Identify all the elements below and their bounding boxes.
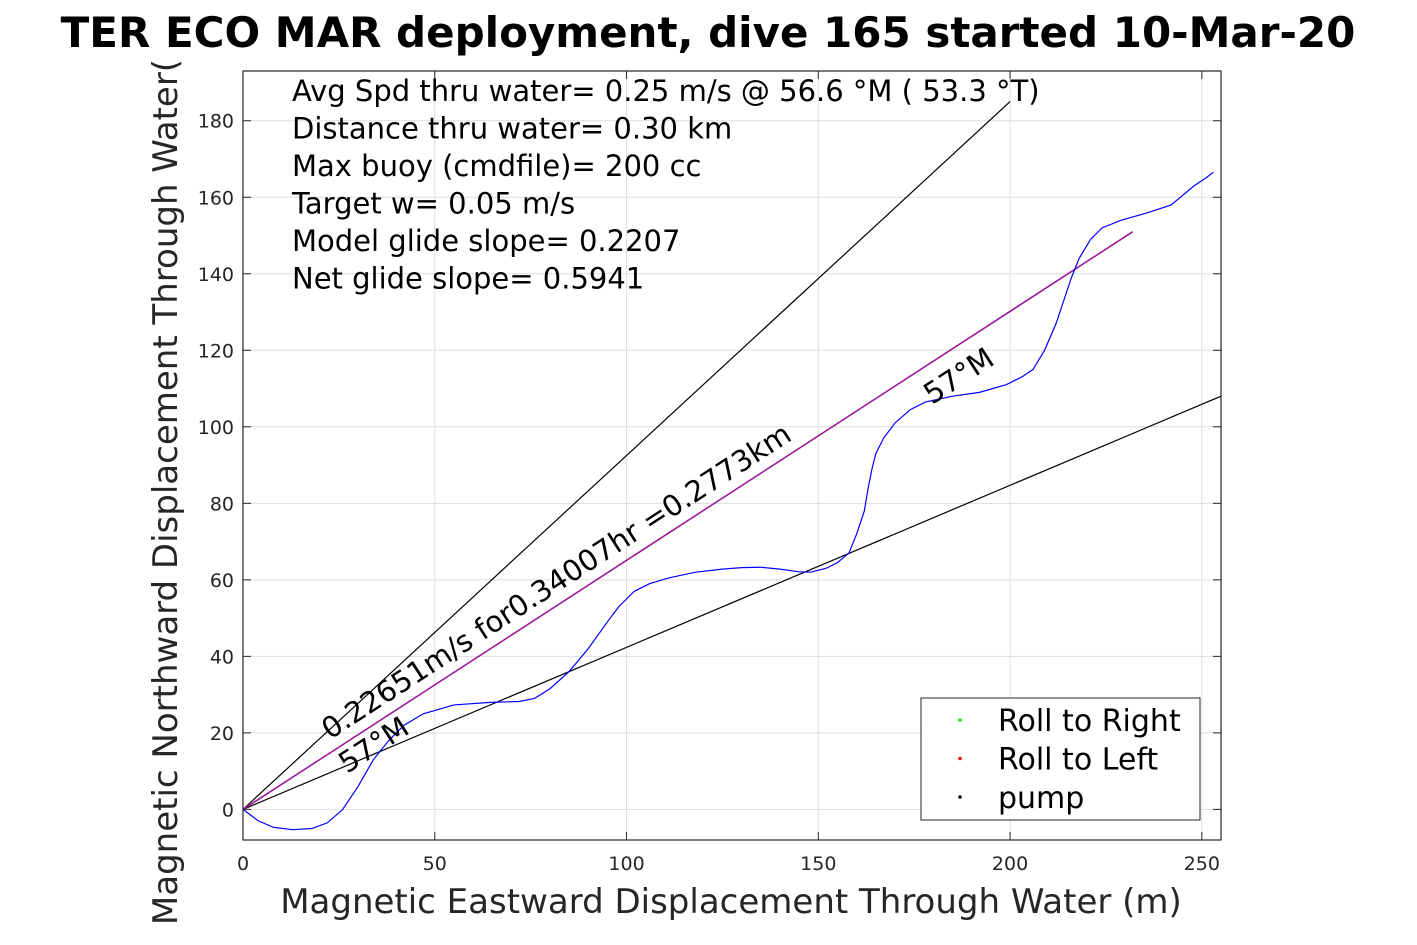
legend-marker bbox=[958, 756, 962, 761]
legend-label: Roll to Right bbox=[998, 704, 1181, 739]
track-line bbox=[243, 171, 1214, 831]
track-series bbox=[243, 171, 1214, 831]
legend-marker bbox=[958, 718, 962, 722]
y-tick-label: 180 bbox=[198, 111, 234, 133]
chart-title: TER ECO MAR deployment, dive 165 started… bbox=[61, 8, 1356, 57]
x-axis-label: Magnetic Eastward Displacement Through W… bbox=[280, 882, 1182, 922]
legend-box bbox=[920, 697, 1201, 821]
legend-marker bbox=[958, 795, 962, 799]
x-tick-label: 0 bbox=[237, 853, 249, 875]
grid bbox=[242, 71, 1221, 840]
y-tick-label: 120 bbox=[198, 340, 234, 362]
stats-annotations: Avg Spd thru water= 0.25 m/s @ 56.6 °M (… bbox=[291, 74, 1040, 296]
x-tick-label: 100 bbox=[608, 853, 644, 875]
envelope-lower-line bbox=[243, 395, 1221, 810]
x-tick-label: 200 bbox=[992, 853, 1028, 875]
y-axis-label: Magnetic Northward Displacement Through … bbox=[146, 59, 186, 925]
y-tick-label: 80 bbox=[210, 493, 234, 515]
annotation-line: Avg Spd thru water= 0.25 m/s @ 56.6 °M (… bbox=[292, 74, 1040, 108]
legend-label: Roll to Left bbox=[998, 743, 1158, 778]
legend-label: pump bbox=[998, 781, 1084, 816]
net-vector-line bbox=[243, 231, 1134, 811]
plot-frame bbox=[242, 70, 1222, 841]
annotation-line: Model glide slope= 0.2207 bbox=[292, 224, 680, 258]
y-tick-label: 160 bbox=[198, 187, 234, 209]
y-tick-label: 0 bbox=[222, 799, 234, 821]
y-tick-label: 40 bbox=[210, 646, 234, 668]
ticks: 0 50 100 150 200 250 0 20 40 60 80 100 120 140 160 180 bbox=[198, 71, 1221, 875]
envelope-upper-line bbox=[243, 101, 1011, 810]
reference-lines bbox=[243, 101, 1221, 811]
y-tick-label: 60 bbox=[210, 570, 234, 592]
x-tick-label: 250 bbox=[1184, 853, 1220, 875]
y-tick-label: 140 bbox=[198, 264, 234, 286]
annotation-line: Net glide slope= 0.5941 bbox=[292, 262, 644, 296]
y-tick-label: 100 bbox=[198, 417, 234, 439]
y-tick-label: 20 bbox=[210, 723, 234, 745]
annotation-line: Max buoy (cmdfile)= 200 cc bbox=[292, 149, 701, 183]
annotation-line: Target w= 0.05 m/s bbox=[291, 187, 575, 221]
x-tick-label: 150 bbox=[800, 853, 836, 875]
x-tick-label: 50 bbox=[423, 853, 447, 875]
annotation-line: Distance thru water= 0.30 km bbox=[292, 112, 732, 146]
